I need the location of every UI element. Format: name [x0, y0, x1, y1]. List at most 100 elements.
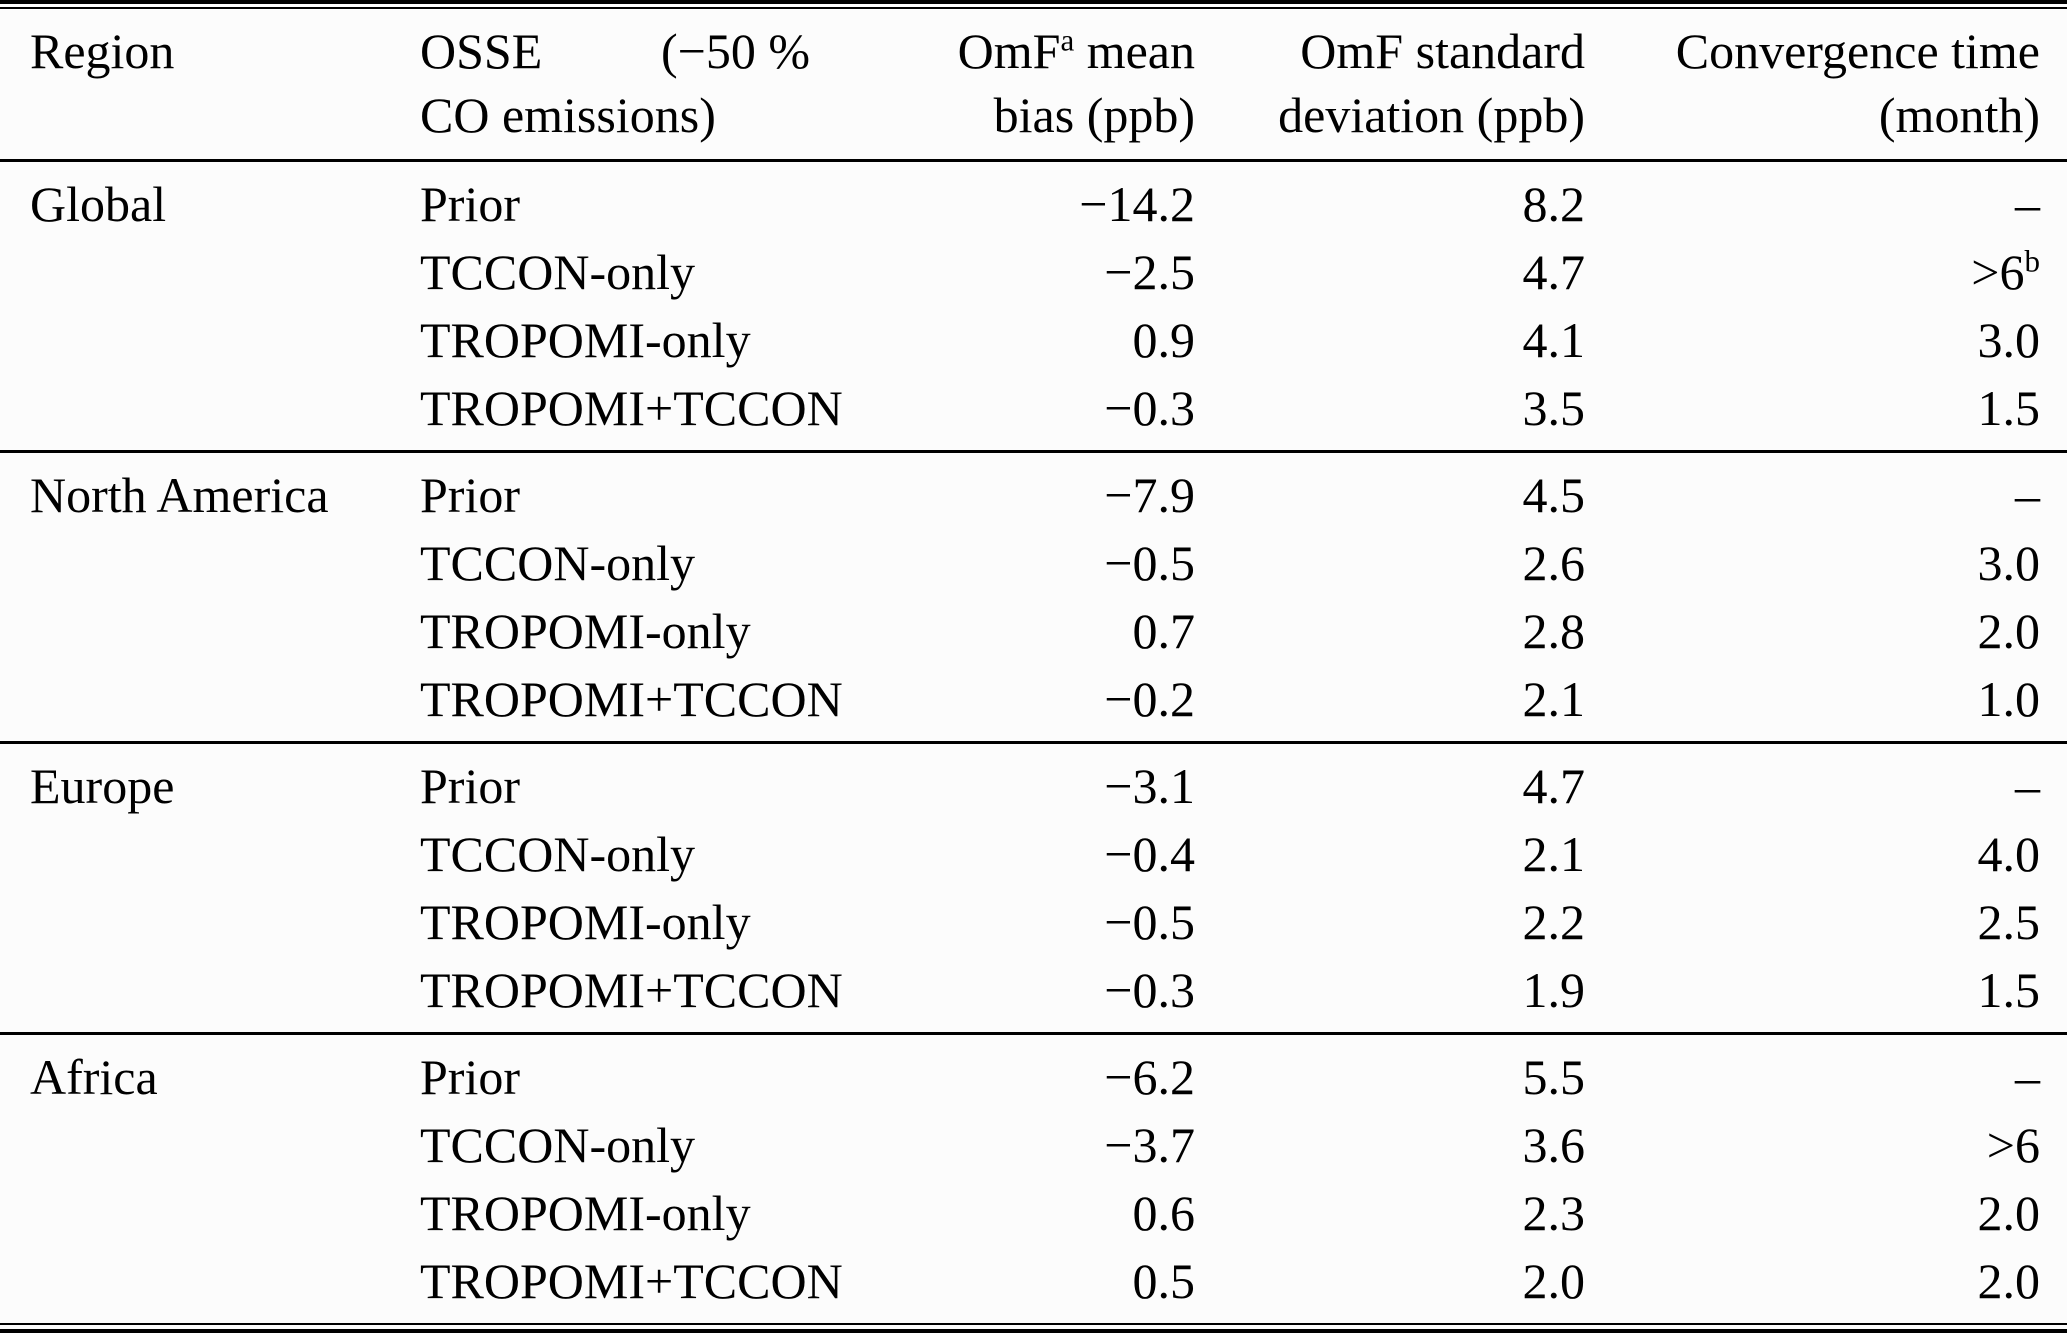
mean-label: mean	[1074, 23, 1195, 79]
cell-region	[30, 529, 420, 597]
table-row: TCCON-only −3.7 3.6 >6	[0, 1111, 2067, 1179]
cell-scenario: TROPOMI+TCCON	[420, 962, 843, 1018]
osse-header-line1: OSSE (−50 %	[420, 19, 810, 83]
cell-scenario: TROPOMI+TCCON	[420, 671, 843, 727]
osse-header-line2: CO emissions)	[420, 87, 716, 143]
table-row: TROPOMI+TCCON −0.3 1.9 1.5	[0, 956, 2067, 1024]
cell-mean-bias: −0.5	[1104, 535, 1195, 591]
cell-scenario: TCCON-only	[420, 535, 695, 591]
osse-header-pct: (−50 %	[661, 23, 810, 79]
convergence-value: 1.0	[1977, 671, 2041, 727]
cell-mean-bias: −2.5	[1104, 244, 1195, 300]
cell-region	[30, 1179, 420, 1247]
table-bottom-rule	[0, 1323, 2067, 1333]
cell-convergence: 1.5	[1585, 374, 2041, 442]
cell-region	[30, 238, 420, 306]
table-row: Africa Prior −6.2 5.5 –	[0, 1043, 2067, 1111]
cell-scenario: TROPOMI+TCCON	[420, 1253, 843, 1309]
cell-mean-bias: −0.3	[1104, 380, 1195, 436]
cell-convergence: –	[1585, 752, 2040, 820]
convergence-value: >6	[1971, 244, 2025, 300]
cell-region: Europe	[30, 758, 175, 814]
cell-mean-bias: −0.2	[1104, 671, 1195, 727]
cell-std-deviation: 3.5	[1522, 380, 1586, 436]
cell-convergence: 1.0	[1585, 665, 2041, 733]
cell-mean-bias: 0.7	[1132, 603, 1196, 659]
cell-std-deviation: 3.6	[1522, 1117, 1586, 1173]
cell-mean-bias: −6.2	[1104, 1049, 1195, 1105]
cell-convergence: 3.0	[1585, 306, 2041, 374]
cell-region	[30, 306, 420, 374]
cell-scenario: TROPOMI-only	[420, 1185, 751, 1241]
conv-header-line1: Convergence time	[1675, 23, 2040, 79]
cell-region	[30, 956, 420, 1024]
table-row: TROPOMI-only 0.7 2.8 2.0	[0, 597, 2067, 665]
cell-region	[30, 1247, 420, 1315]
mean-bias-header-line1: OmFa mean	[810, 19, 1195, 83]
omf-label: OmF	[957, 23, 1061, 79]
cell-std-deviation: 4.7	[1522, 244, 1586, 300]
convergence-value: 2.0	[1977, 603, 2041, 659]
table-section-africa: Africa Prior −6.2 5.5 – TCCON-only −3.7 …	[0, 1035, 2067, 1323]
table-row: TROPOMI-only −0.5 2.2 2.5	[0, 888, 2067, 956]
cell-region: Africa	[30, 1049, 158, 1105]
convergence-value: 2.5	[1977, 894, 2041, 950]
column-header-osse: OSSE (−50 % CO emissions)	[420, 19, 810, 147]
column-header-mean-bias: OmFa mean bias (ppb)	[810, 19, 1195, 147]
cell-mean-bias: −3.7	[1104, 1117, 1195, 1173]
table-header-row: Region OSSE (−50 % CO emissions) OmFa me…	[0, 9, 2067, 159]
column-header-std-deviation: OmF standard deviation (ppb)	[1195, 19, 1585, 147]
cell-convergence: >6	[1585, 1111, 2040, 1179]
convergence-value: 1.5	[1977, 962, 2041, 1018]
table-row: Europe Prior −3.1 4.7 –	[0, 752, 2067, 820]
cell-std-deviation: 4.1	[1522, 312, 1586, 368]
osse-header-label: OSSE	[420, 23, 543, 79]
table-row: Global Prior −14.2 8.2 –	[0, 170, 2067, 238]
cell-region	[30, 820, 420, 888]
column-header-convergence-time: Convergence time (month)	[1585, 19, 2040, 147]
cell-std-deviation: 2.2	[1522, 894, 1586, 950]
cell-scenario: TROPOMI-only	[420, 603, 751, 659]
cell-std-deviation: 2.6	[1522, 535, 1586, 591]
cell-convergence: –	[1585, 461, 2040, 529]
cell-std-deviation: 8.2	[1522, 176, 1586, 232]
cell-convergence: –	[1585, 170, 2040, 238]
convergence-value: 3.0	[1977, 312, 2041, 368]
table-section-europe: Europe Prior −3.1 4.7 – TCCON-only −0.4 …	[0, 744, 2067, 1032]
table-row: TROPOMI+TCCON 0.5 2.0 2.0	[0, 1247, 2067, 1315]
table-row: TCCON-only −2.5 4.7 >6b	[0, 238, 2067, 306]
cell-mean-bias: 0.6	[1132, 1185, 1196, 1241]
std-header-line2: deviation (ppb)	[1278, 87, 1585, 143]
table-top-rule	[0, 0, 2067, 9]
convergence-value: 4.0	[1977, 826, 2041, 882]
section-separator-rule	[0, 741, 2067, 744]
cell-mean-bias: 0.9	[1132, 312, 1196, 368]
table-section-global: Global Prior −14.2 8.2 – TCCON-only −2.5…	[0, 162, 2067, 450]
table-row: TCCON-only −0.4 2.1 4.0	[0, 820, 2067, 888]
section-separator-rule	[0, 450, 2067, 453]
cell-mean-bias: 0.5	[1132, 1253, 1196, 1309]
cell-convergence: 3.0	[1585, 529, 2041, 597]
cell-scenario: TCCON-only	[420, 244, 695, 300]
cell-std-deviation: 4.5	[1522, 467, 1586, 523]
std-header-line1: OmF standard	[1300, 23, 1585, 79]
convergence-value: –	[2015, 467, 2040, 523]
cell-std-deviation: 2.1	[1522, 671, 1586, 727]
cell-mean-bias: −0.4	[1104, 826, 1195, 882]
convergence-value: >6	[1986, 1117, 2040, 1173]
cell-scenario: Prior	[420, 758, 520, 814]
cell-mean-bias: −0.5	[1104, 894, 1195, 950]
cell-scenario: TCCON-only	[420, 1117, 695, 1173]
cell-region	[30, 665, 420, 733]
cell-region	[30, 888, 420, 956]
cell-std-deviation: 2.8	[1522, 603, 1586, 659]
cell-convergence: 2.0	[1585, 1179, 2041, 1247]
cell-convergence: 4.0	[1585, 820, 2041, 888]
header-separator-rule	[0, 159, 2067, 162]
convergence-value: –	[2015, 758, 2040, 814]
table-row: TROPOMI+TCCON −0.3 3.5 1.5	[0, 374, 2067, 442]
cell-region	[30, 374, 420, 442]
cell-scenario: TROPOMI-only	[420, 894, 751, 950]
footnote-a-marker: a	[1060, 22, 1075, 58]
convergence-value: 3.0	[1977, 535, 2041, 591]
